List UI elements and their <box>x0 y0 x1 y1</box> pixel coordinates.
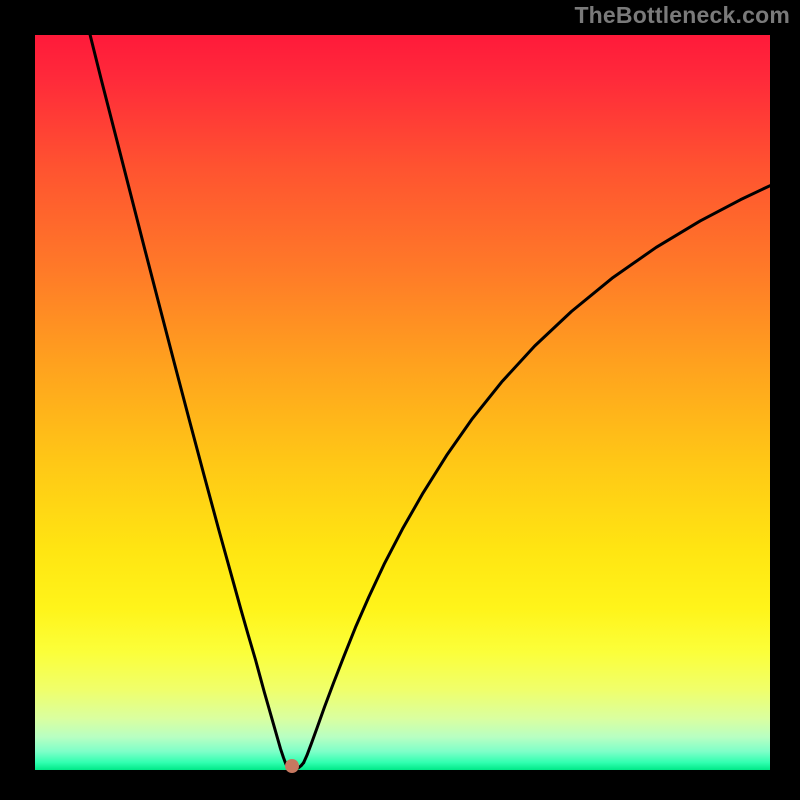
minimum-marker <box>285 759 299 773</box>
chart-container: TheBottleneck.com <box>0 0 800 800</box>
watermark-label: TheBottleneck.com <box>574 2 790 29</box>
plot-area <box>35 35 770 770</box>
